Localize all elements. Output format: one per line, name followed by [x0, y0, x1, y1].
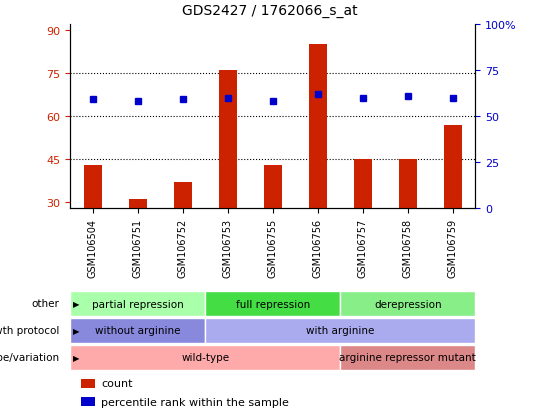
Bar: [81, 397, 95, 406]
Bar: [205, 292, 340, 316]
Bar: [81, 379, 95, 388]
Text: without arginine: without arginine: [95, 326, 180, 336]
Bar: [70, 318, 205, 343]
Bar: [340, 292, 475, 316]
Text: percentile rank within the sample: percentile rank within the sample: [102, 397, 289, 407]
Bar: [205, 318, 475, 343]
Text: with arginine: with arginine: [306, 326, 374, 336]
Text: genotype/variation: genotype/variation: [0, 353, 59, 363]
Text: ▶: ▶: [73, 326, 79, 335]
Text: other: other: [31, 299, 59, 309]
Bar: [340, 346, 475, 370]
Text: arginine repressor mutant: arginine repressor mutant: [339, 353, 476, 363]
Text: count: count: [102, 378, 133, 388]
Bar: [174, 183, 192, 209]
Text: growth protocol: growth protocol: [0, 326, 59, 336]
Text: ▶: ▶: [73, 353, 79, 362]
Bar: [70, 292, 205, 316]
Text: partial repression: partial repression: [92, 299, 184, 309]
Bar: [309, 45, 327, 209]
Bar: [219, 71, 237, 209]
Text: wild-type: wild-type: [181, 353, 230, 363]
Bar: [70, 346, 340, 370]
Text: full repression: full repression: [235, 299, 310, 309]
Bar: [444, 125, 462, 209]
Text: derepression: derepression: [374, 299, 442, 309]
Bar: [399, 160, 417, 209]
Text: GDS2427 / 1762066_s_at: GDS2427 / 1762066_s_at: [182, 4, 358, 18]
Text: ▶: ▶: [73, 299, 79, 308]
Bar: [354, 160, 372, 209]
Bar: [264, 166, 282, 209]
Bar: [129, 200, 147, 209]
Bar: [84, 166, 102, 209]
